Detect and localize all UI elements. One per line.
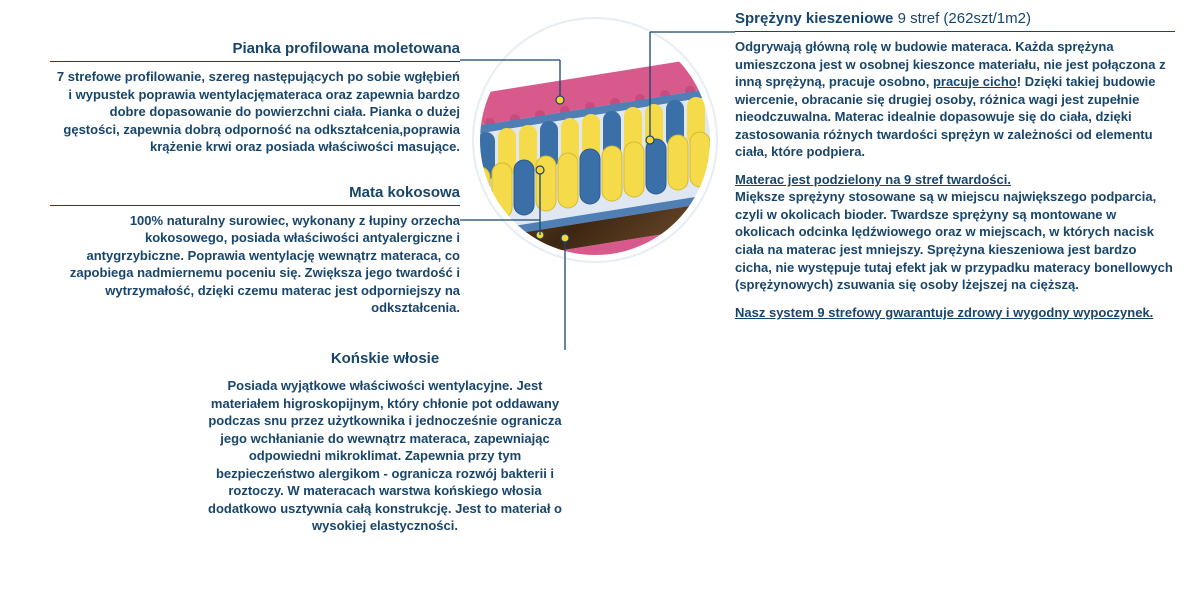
sprezyny-p3: Nasz system 9 strefowy gwarantuje zdrowy… bbox=[735, 304, 1175, 322]
kokos-body: 100% naturalny surowiec, wykonany z łupi… bbox=[50, 212, 460, 317]
pianka-body: 7 strefowe profilowanie, szereg następuj… bbox=[50, 68, 460, 156]
wlosie-body: Posiada wyjątkowe właściwości wentylacyj… bbox=[200, 377, 570, 535]
sprezyny-title-light: 9 stref (262szt/1m2) bbox=[893, 10, 1031, 27]
sprezyny-p2-ul: Materac jest podzielony na 9 stref tward… bbox=[735, 172, 1011, 187]
sprezyny-title: Sprężyny kieszeniowe 9 stref (262szt/1m2… bbox=[735, 10, 1175, 32]
section-pianka: Pianka profilowana moletowana 7 strefowe… bbox=[50, 40, 460, 156]
sprezyny-p1-strong: pracuje cicho bbox=[933, 74, 1017, 89]
left-column: Pianka profilowana moletowana 7 strefowe… bbox=[50, 40, 460, 345]
mattress-diagram bbox=[470, 15, 720, 265]
section-wlosie: Końskie włosie Posiada wyjątkowe właściw… bbox=[200, 350, 570, 535]
sprezyny-p3-ul: Nasz system 9 strefowy gwarantuje zdrowy… bbox=[735, 305, 1153, 320]
sprezyny-title-strong: Sprężyny kieszeniowe bbox=[735, 10, 893, 27]
sprezyny-p2: Materac jest podzielony na 9 stref tward… bbox=[735, 171, 1175, 294]
pianka-title: Pianka profilowana moletowana bbox=[50, 40, 460, 62]
diagram-layers bbox=[470, 15, 720, 265]
wlosie-title: Końskie włosie bbox=[200, 350, 570, 371]
sprezyny-p2-body: Miększe sprężyny stosowane są w miejscu … bbox=[735, 189, 1173, 292]
section-kokos: Mata kokosowa 100% naturalny surowiec, w… bbox=[50, 184, 460, 317]
sprezyny-body: Odgrywają główną rolę w budowie materaca… bbox=[735, 38, 1175, 321]
diagram-svg bbox=[470, 15, 720, 265]
sprezyny-p1: Odgrywają główną rolę w budowie materaca… bbox=[735, 38, 1175, 161]
right-column: Sprężyny kieszeniowe 9 stref (262szt/1m2… bbox=[735, 10, 1175, 331]
kokos-title: Mata kokosowa bbox=[50, 184, 460, 206]
